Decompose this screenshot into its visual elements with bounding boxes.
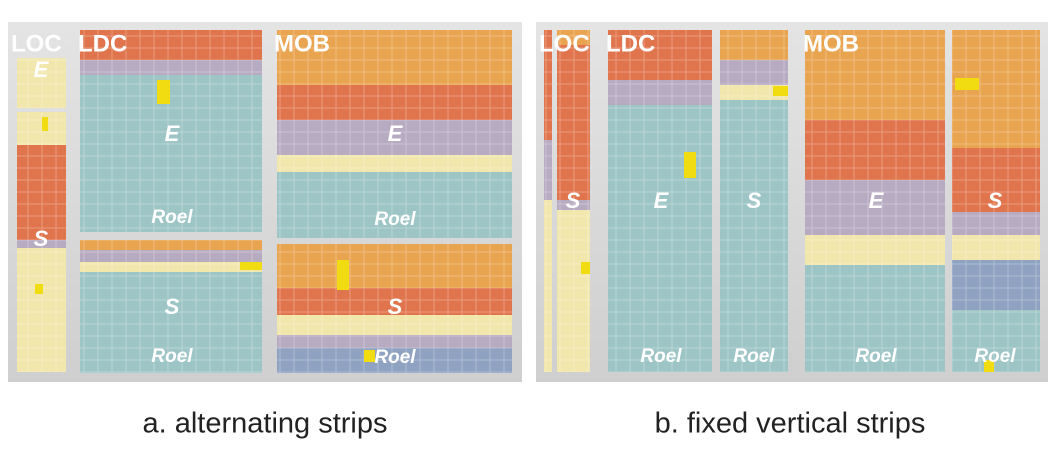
labels: LOC E S LDC E Roel S Roel MOB E Roel S R… (11, 30, 1016, 368)
group-label: LDC (78, 30, 127, 57)
cell-band (805, 30, 945, 120)
cell-band (277, 120, 512, 155)
cell-band (277, 244, 512, 288)
caption: b. fixed vertical strips (655, 408, 926, 440)
block-label: E (34, 57, 50, 82)
cell-band (337, 260, 349, 290)
block-label: E (654, 188, 670, 213)
cell-band (608, 30, 712, 80)
cell-band (80, 30, 262, 60)
block-label: S (566, 188, 581, 213)
cell-band (277, 172, 512, 238)
cell-band (608, 80, 712, 105)
caption: a. alternating strips (142, 408, 387, 440)
cell-band (277, 315, 512, 335)
cell-band (720, 30, 788, 60)
author-label: Roel (640, 346, 682, 367)
cell-band (17, 145, 66, 240)
block-label: E (388, 121, 404, 146)
cell-band (952, 212, 1040, 235)
group-label: MOB (803, 30, 859, 57)
cell-band (557, 210, 590, 372)
cell-band (773, 86, 788, 96)
cell-band (364, 350, 375, 362)
cell-band (277, 335, 512, 348)
cell-band (80, 272, 262, 373)
cell-band (544, 200, 552, 372)
cell-band (805, 265, 945, 372)
author-label: Roel (374, 209, 416, 230)
cell-band (684, 152, 696, 178)
block-label: E (869, 188, 885, 213)
cell-band (80, 60, 262, 75)
cell-band (955, 78, 979, 90)
block-label: S (34, 226, 49, 251)
author-label: Roel (151, 207, 193, 228)
cell-band (157, 80, 170, 104)
cell-band (952, 235, 1040, 260)
group-label: LDC (606, 30, 655, 57)
cell-band (557, 30, 590, 45)
cell-band (581, 262, 590, 274)
group-label: LOC (539, 30, 590, 57)
block-label: E (165, 121, 181, 146)
cell-band (17, 58, 66, 108)
cell-band (544, 140, 552, 200)
cell-band (17, 240, 66, 248)
cell-band (720, 60, 788, 85)
author-label: Roel (151, 346, 193, 367)
cell-band (805, 120, 945, 180)
author-label: Roel (374, 347, 416, 368)
block-label: S (165, 294, 180, 319)
cell-band (557, 45, 590, 200)
block-label: S (747, 188, 762, 213)
group-label: MOB (274, 30, 330, 57)
cell-band (952, 310, 1040, 372)
cell-band (720, 100, 788, 372)
cell-band (805, 235, 945, 265)
cell-band (952, 148, 1040, 212)
cell-band (805, 180, 945, 235)
cell-band (17, 248, 66, 372)
author-label: Roel (733, 346, 775, 367)
cell-band (984, 360, 994, 372)
cell-band (42, 117, 48, 131)
group-label: LOC (11, 30, 62, 57)
author-label: Roel (855, 346, 897, 367)
block-label: S (388, 294, 403, 319)
treemap-cells (17, 30, 1040, 373)
author-label: Roel (974, 346, 1016, 367)
cell-band (17, 112, 66, 145)
cell-band (277, 85, 512, 120)
cell-band (80, 262, 262, 272)
cell-band (544, 30, 552, 140)
cell-band (277, 30, 512, 85)
cell-band (608, 105, 712, 372)
cell-band (80, 240, 262, 250)
cell-band (277, 348, 512, 373)
cell-band (80, 250, 262, 262)
cell-band (80, 75, 262, 232)
block-label: S (988, 188, 1003, 213)
cell-band (720, 85, 788, 100)
cell-band (240, 262, 262, 270)
cell-band (557, 200, 590, 210)
cell-band (952, 260, 1040, 310)
cell-band (277, 288, 512, 315)
cell-band (35, 284, 43, 294)
cell-band (277, 155, 512, 172)
